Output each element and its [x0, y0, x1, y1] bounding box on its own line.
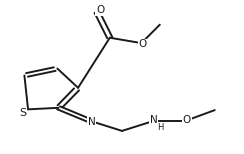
Text: O: O	[96, 6, 104, 15]
Text: S: S	[19, 108, 26, 118]
Text: N: N	[88, 117, 95, 127]
Text: O: O	[183, 115, 191, 125]
Text: H: H	[157, 123, 163, 132]
Text: O: O	[139, 39, 147, 49]
Text: N: N	[150, 115, 158, 125]
